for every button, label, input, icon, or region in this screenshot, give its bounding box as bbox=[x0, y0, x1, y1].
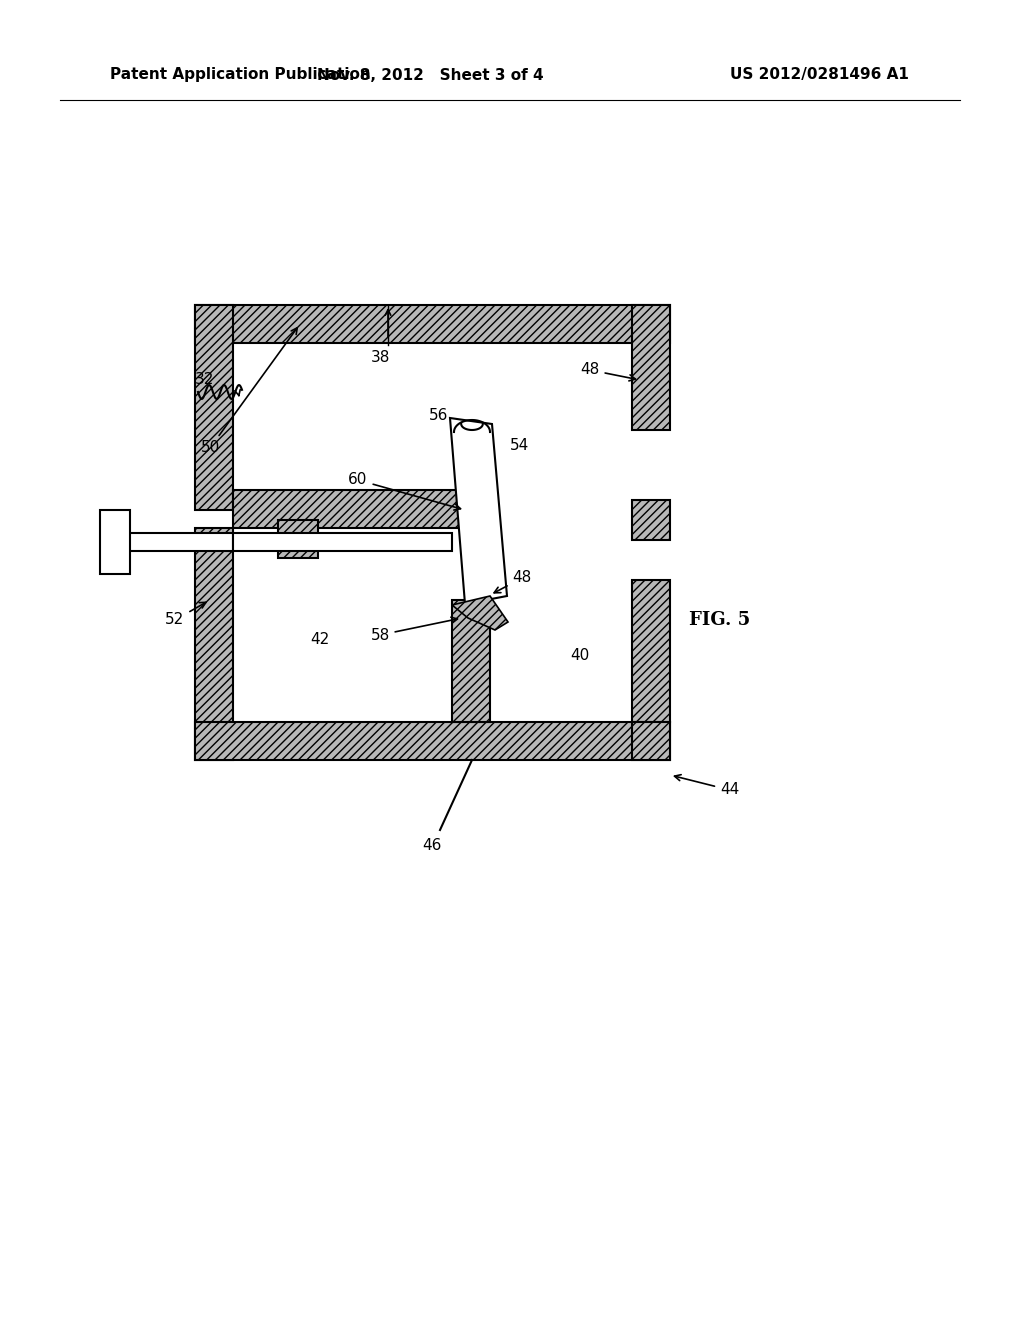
Polygon shape bbox=[195, 305, 670, 343]
Text: 52: 52 bbox=[165, 602, 206, 627]
Text: 32: 32 bbox=[196, 372, 215, 388]
Text: US 2012/0281496 A1: US 2012/0281496 A1 bbox=[730, 67, 909, 82]
Polygon shape bbox=[450, 418, 507, 605]
Text: 58: 58 bbox=[371, 618, 458, 643]
Text: 50: 50 bbox=[201, 327, 297, 455]
Polygon shape bbox=[195, 722, 670, 760]
Text: 46: 46 bbox=[422, 837, 441, 853]
Polygon shape bbox=[632, 500, 670, 540]
Text: 42: 42 bbox=[310, 632, 330, 648]
Text: FIG. 5: FIG. 5 bbox=[689, 611, 751, 630]
Polygon shape bbox=[233, 490, 490, 528]
Polygon shape bbox=[278, 520, 318, 558]
Text: 44: 44 bbox=[675, 775, 739, 797]
Text: Nov. 8, 2012   Sheet 3 of 4: Nov. 8, 2012 Sheet 3 of 4 bbox=[316, 67, 544, 82]
Text: Patent Application Publication: Patent Application Publication bbox=[110, 67, 371, 82]
Polygon shape bbox=[195, 305, 233, 510]
Text: 56: 56 bbox=[429, 408, 449, 422]
Polygon shape bbox=[452, 601, 490, 722]
Polygon shape bbox=[100, 510, 130, 574]
Polygon shape bbox=[233, 533, 452, 550]
Polygon shape bbox=[195, 528, 233, 760]
Polygon shape bbox=[632, 722, 670, 760]
Polygon shape bbox=[632, 305, 670, 430]
Polygon shape bbox=[110, 533, 233, 550]
Text: 48: 48 bbox=[495, 570, 531, 593]
Polygon shape bbox=[452, 597, 508, 630]
Text: 60: 60 bbox=[348, 473, 461, 510]
Text: 54: 54 bbox=[510, 437, 529, 453]
Polygon shape bbox=[632, 579, 670, 722]
Text: 40: 40 bbox=[570, 648, 590, 663]
Text: 38: 38 bbox=[371, 351, 390, 366]
Text: 48: 48 bbox=[581, 363, 636, 381]
